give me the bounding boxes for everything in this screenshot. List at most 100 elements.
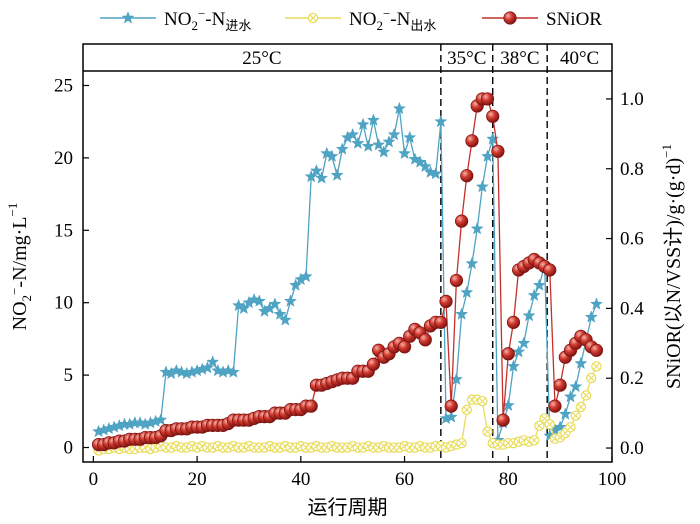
- legend-marker: [503, 11, 517, 25]
- data-point: [397, 340, 412, 354]
- data-point: [314, 171, 329, 184]
- data-point: [356, 117, 370, 131]
- temperature-phase-band: 25°C 35°C 38°C 40°C: [83, 44, 612, 462]
- data-point: [480, 149, 495, 163]
- right-y-tick-label: 0.2: [620, 368, 644, 389]
- data-point: [444, 399, 458, 413]
- data-point: [529, 435, 540, 446]
- data-point: [584, 310, 598, 323]
- data-point: [237, 301, 251, 315]
- right-y-axis-ticks: 0.0 0.2 0.4 0.6 0.8 1.0: [606, 89, 644, 459]
- data-point: [335, 142, 349, 155]
- data-point: [392, 101, 406, 115]
- phase-label: 38°C: [500, 48, 539, 69]
- data-point: [226, 365, 240, 378]
- left-y-tick-label: 15: [54, 220, 73, 241]
- data-point: [429, 166, 443, 180]
- data-point: [372, 137, 386, 151]
- data-point: [506, 359, 521, 373]
- data-point: [570, 410, 581, 421]
- data-point: [532, 278, 546, 291]
- data-point: [434, 315, 448, 329]
- data-point: [460, 169, 474, 183]
- right-y-tick-label: 0.8: [620, 159, 644, 180]
- data-point: [252, 294, 266, 307]
- data-point: [200, 360, 215, 374]
- data-point: [575, 401, 587, 413]
- data-point: [418, 159, 432, 173]
- left-y-axis-ticks: 0 5 10 15 20 25: [54, 75, 89, 459]
- data-point: [589, 297, 604, 310]
- x-tick-label: 80: [499, 469, 518, 490]
- phase-label: 40°C: [560, 48, 599, 69]
- data-point: [465, 256, 479, 270]
- legend-label: SNiOR: [546, 9, 602, 30]
- right-y-tick-label: 1.0: [620, 89, 644, 110]
- left-y-axis-label: NO2−-N/mg·L−1: [5, 203, 34, 331]
- legend: NO2−-N进水 NO2−-N出水 SNiOR: [100, 6, 602, 33]
- x-tick-label: 20: [188, 469, 207, 490]
- data-point: [325, 149, 339, 163]
- data-point: [543, 263, 557, 277]
- x-tick-label: 60: [395, 469, 414, 490]
- data-point: [475, 179, 489, 193]
- phase-label: 35°C: [447, 48, 486, 69]
- data-point: [548, 399, 562, 413]
- data-point: [273, 307, 287, 320]
- data-point: [382, 135, 396, 148]
- data-point: [589, 343, 604, 357]
- data-point: [418, 333, 432, 347]
- left-y-tick-label: 25: [54, 75, 73, 96]
- x-tick-label: 40: [291, 469, 310, 490]
- right-y-tick-label: 0.6: [620, 229, 644, 250]
- legend-item: NO2−-N进水: [100, 6, 251, 33]
- data-point: [444, 410, 458, 423]
- data-point: [456, 437, 467, 449]
- data-point: [366, 357, 381, 371]
- data-point: [591, 361, 602, 372]
- data-point: [506, 315, 521, 329]
- data-point: [206, 355, 220, 368]
- data-point: [366, 113, 381, 126]
- series-layer: [91, 92, 604, 456]
- data-point: [563, 389, 578, 403]
- data-point: [553, 420, 567, 433]
- data-point: [580, 390, 592, 401]
- series-no2-influent: [91, 101, 604, 446]
- data-point: [558, 407, 572, 420]
- data-point: [470, 221, 484, 235]
- left-y-tick-label: 5: [64, 365, 74, 386]
- data-point: [544, 419, 555, 430]
- plot-frame: [82, 43, 613, 463]
- data-point: [461, 404, 472, 416]
- data-point: [486, 132, 500, 145]
- legend-item: SNiOR: [482, 9, 602, 30]
- data-point: [439, 294, 453, 309]
- data-point: [465, 134, 479, 148]
- data-point: [574, 356, 588, 370]
- legend-label: NO2−-N进水: [164, 6, 251, 33]
- series-sniOR: [91, 92, 604, 452]
- data-point: [482, 426, 493, 437]
- right-y-axis-label: SNiOR(以N/VSS计)/g·(g·d)−1: [659, 144, 685, 389]
- data-point: [351, 136, 365, 149]
- data-point: [309, 164, 323, 177]
- left-y-tick-label: 20: [54, 148, 73, 169]
- legend-label: NO2−-N出水: [349, 6, 436, 33]
- legend-marker: [121, 11, 135, 24]
- data-point: [460, 285, 474, 299]
- data-point: [304, 399, 318, 413]
- right-y-tick-label: 0.4: [620, 298, 644, 319]
- data-point: [403, 130, 417, 144]
- data-point: [278, 313, 292, 326]
- x-axis-label: 运行周期: [308, 496, 388, 519]
- x-tick-label: 100: [598, 469, 627, 490]
- series-no2-effluent: [93, 361, 602, 456]
- data-point: [454, 214, 469, 228]
- data-point: [527, 288, 541, 302]
- data-point: [304, 169, 318, 183]
- legend-marker: [307, 12, 319, 24]
- right-y-tick-label: 0.0: [620, 438, 644, 459]
- phase-label: 25°C: [242, 48, 281, 69]
- data-point: [299, 269, 313, 283]
